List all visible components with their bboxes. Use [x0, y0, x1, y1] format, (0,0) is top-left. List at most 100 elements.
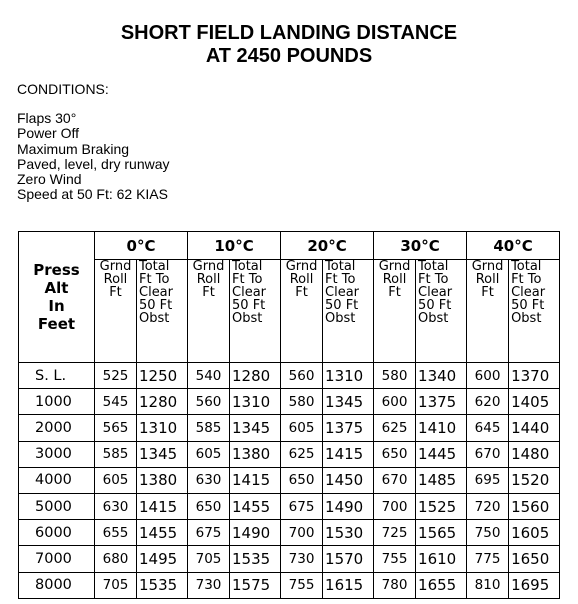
ground-roll-cell: 750	[466, 519, 510, 547]
condition-item: Speed at 50 Ft: 62 KIAS	[17, 186, 168, 203]
pressure-altitude-cell: 5000	[18, 492, 95, 521]
total-distance-header: Total Ft To Clear 50 Ft Obst	[229, 259, 282, 363]
temp-header: 0°C	[93, 231, 189, 260]
total-distance-cell: 1345	[135, 440, 189, 468]
total-distance-cell: 1280	[229, 361, 282, 390]
total-distance-cell: 1650	[508, 545, 561, 573]
ground-roll-cell: 670	[466, 440, 510, 468]
ground-roll-cell: 675	[187, 519, 231, 547]
total-distance-cell: 1615	[322, 571, 375, 599]
ground-roll-cell: 630	[94, 492, 137, 521]
ground-roll-cell: 625	[373, 414, 417, 442]
ground-roll-cell: 730	[280, 545, 324, 573]
ground-roll-cell: 680	[94, 545, 137, 573]
landing-distance-table: Press Alt In Feet 0°C 10°C 20°C 30°C 40°…	[18, 231, 561, 599]
ground-roll-cell: 540	[187, 361, 231, 390]
total-distance-cell: 1480	[508, 440, 561, 468]
total-distance-cell: 1495	[135, 545, 189, 573]
ground-roll-cell: 605	[94, 466, 137, 494]
total-distance-cell: 1655	[415, 571, 468, 599]
total-distance-header: Total Ft To Clear 50 Ft Obst	[322, 259, 375, 363]
page-title-line-2: AT 2450 POUNDS	[205, 45, 373, 67]
ground-roll-cell: 705	[187, 545, 231, 573]
conditions-heading: CONDITIONS:	[17, 81, 109, 97]
total-distance-cell: 1570	[322, 545, 375, 573]
ground-roll-cell: 675	[280, 492, 324, 521]
temp-header: 10°C	[187, 231, 282, 260]
total-distance-cell: 1415	[229, 466, 282, 494]
ground-roll-cell: 650	[373, 440, 417, 468]
total-distance-cell: 1310	[135, 414, 189, 442]
conditions-list: Flaps 30° Power Off Maximum Braking Pave…	[17, 110, 170, 203]
pressure-altitude-cell: 6000	[18, 519, 95, 547]
table-row: 2000 565 1310 585 1345 605 1375 625 1410 645 1440	[18, 414, 561, 442]
table-row: S. L. 525 1250 540 1280 560 1310 580 1340 600 1370	[18, 361, 561, 390]
ground-roll-cell: 780	[373, 571, 417, 599]
total-distance-cell: 1445	[415, 440, 468, 468]
grnd-roll-header: Grnd Roll Ft	[187, 259, 230, 363]
condition-item: Zero Wind	[17, 171, 82, 188]
total-distance-cell: 1380	[229, 440, 282, 468]
condition-item: Power Off	[17, 125, 79, 142]
total-distance-cell: 1560	[508, 492, 561, 521]
grnd-roll-header: Grnd Roll Ft	[466, 259, 509, 363]
total-distance-header: Total Ft To Clear 50 Ft Obst	[508, 259, 561, 363]
total-distance-cell: 1485	[415, 466, 468, 494]
ground-roll-cell: 655	[94, 519, 137, 547]
ground-roll-cell: 605	[280, 414, 324, 442]
total-distance-cell: 1455	[135, 519, 189, 547]
total-distance-cell: 1375	[322, 414, 375, 442]
total-distance-cell: 1490	[229, 519, 282, 547]
total-distance-cell: 1605	[508, 519, 561, 547]
ground-roll-cell: 645	[466, 414, 510, 442]
ground-roll-cell: 650	[280, 466, 324, 494]
total-distance-cell: 1250	[135, 361, 189, 390]
total-distance-cell: 1380	[135, 466, 189, 494]
ground-roll-cell: 525	[94, 361, 137, 390]
total-distance-cell: 1340	[415, 361, 468, 390]
page-title-line-1: SHORT FIELD LANDING DISTANCE	[120, 22, 458, 44]
ground-roll-cell: 585	[187, 414, 231, 442]
ground-roll-cell: 775	[466, 545, 510, 573]
total-distance-cell: 1410	[415, 414, 468, 442]
ground-roll-cell: 695	[466, 466, 510, 494]
total-distance-cell: 1520	[508, 466, 561, 494]
table-row: 7000 680 1495 705 1535 730 1570 755 1610 775 1650	[18, 545, 561, 573]
ground-roll-cell: 810	[466, 571, 510, 599]
pressure-altitude-cell: 4000	[18, 466, 95, 494]
total-distance-cell: 1310	[229, 388, 282, 416]
temp-header: 20°C	[280, 231, 375, 260]
grnd-roll-header: Grnd Roll Ft	[373, 259, 416, 363]
ground-roll-cell: 560	[187, 388, 231, 416]
total-distance-cell: 1525	[415, 492, 468, 521]
total-distance-cell: 1310	[322, 361, 375, 390]
ground-roll-cell: 605	[187, 440, 231, 468]
total-distance-cell: 1565	[415, 519, 468, 547]
condition-item: Flaps 30°	[17, 110, 77, 126]
ground-roll-cell: 620	[466, 388, 510, 416]
grnd-roll-header: Grnd Roll Ft	[94, 259, 137, 363]
pressure-altitude-cell: 3000	[18, 440, 95, 468]
table-row: 1000 545 1280 560 1310 580 1345 600 1375 620 1405	[18, 388, 561, 416]
ground-roll-cell: 700	[373, 492, 417, 521]
total-distance-cell: 1370	[508, 361, 561, 390]
ground-roll-cell: 730	[187, 571, 231, 599]
total-distance-cell: 1575	[229, 571, 282, 599]
ground-roll-cell: 720	[466, 492, 510, 521]
total-distance-cell: 1490	[322, 492, 375, 521]
table-row: 5000 630 1415 650 1455 675 1490 700 1525 720 1560	[18, 492, 561, 521]
total-distance-cell: 1345	[229, 414, 282, 442]
temp-header: 30°C	[373, 231, 468, 260]
condition-item: Paved, level, dry runway	[17, 155, 170, 172]
pressure-altitude-cell: S. L.	[18, 361, 95, 390]
ground-roll-cell: 755	[373, 545, 417, 573]
pressure-altitude-cell: 8000	[18, 571, 95, 599]
ground-roll-cell: 565	[94, 414, 137, 442]
press-alt-header: Press Alt In Feet	[18, 231, 95, 363]
ground-roll-cell: 560	[280, 361, 324, 390]
ground-roll-cell: 650	[187, 492, 231, 521]
ground-roll-cell: 670	[373, 466, 417, 494]
total-distance-cell: 1415	[135, 492, 189, 521]
total-distance-cell: 1375	[415, 388, 468, 416]
ground-roll-cell: 585	[94, 440, 137, 468]
